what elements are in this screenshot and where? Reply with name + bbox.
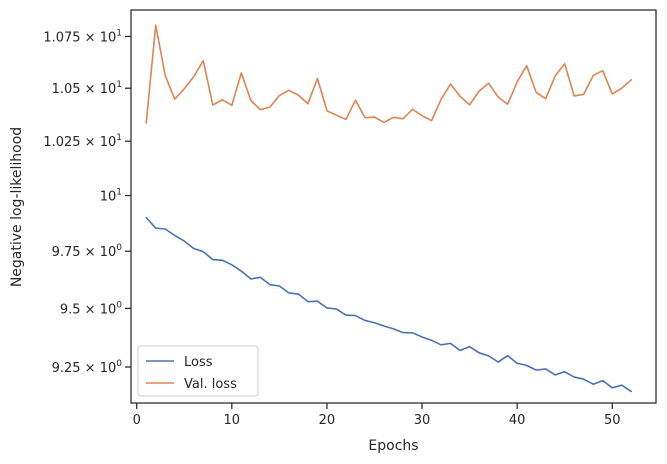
y-tick-exponent: 0 (116, 243, 122, 253)
y-tick-exponent: 0 (116, 300, 122, 310)
y-tick-base: 10 (100, 82, 117, 97)
x-tick-label: 10 (224, 413, 241, 428)
plot-frame (130, 9, 657, 404)
x-axis-label: Epochs (368, 438, 418, 454)
y-tick-label: 1.025 × 101 (43, 133, 122, 150)
y-tick-base: 10 (100, 30, 117, 45)
y-tick-label: 101 (100, 188, 122, 205)
y-tick-base: 10 (100, 302, 117, 317)
x-tick-label: 0 (133, 413, 141, 428)
series-line-val-loss (145, 24, 633, 124)
series-layer (145, 24, 633, 393)
legend-label: Val. loss (184, 377, 237, 392)
y-tick-base: 10 (100, 245, 117, 260)
x-tick-label: 40 (509, 413, 526, 428)
y-tick-times: × (81, 135, 100, 150)
y-tick-mantissa: 9.5 (60, 302, 81, 317)
y-tick-base: 10 (100, 190, 117, 205)
x-tick-label: 20 (319, 413, 336, 428)
y-tick-label: 1.05 × 101 (52, 80, 122, 97)
y-tick-mantissa: 1.075 (43, 30, 80, 45)
y-tick-label: 9.25 × 100 (52, 359, 123, 376)
series-line-loss (145, 216, 633, 393)
y-tick-exponent: 1 (116, 80, 122, 90)
y-tick-times: × (81, 361, 100, 376)
x-tick-label: 50 (604, 413, 621, 428)
y-tick-mantissa: 1.05 (52, 82, 81, 97)
y-axis-label: Negative log-likelihood (9, 127, 25, 287)
y-tick-exponent: 1 (116, 133, 122, 143)
y-tick-exponent: 1 (116, 188, 122, 198)
y-tick-base: 10 (100, 135, 117, 150)
y-tick-times: × (81, 302, 100, 317)
y-tick-exponent: 1 (116, 28, 122, 38)
y-tick-label: 9.5 × 100 (60, 300, 122, 317)
y-tick-mantissa: 1.025 (43, 135, 80, 150)
legend: Loss Val. loss (137, 345, 259, 397)
y-tick-exponent: 0 (116, 359, 122, 369)
y-tick-times: × (81, 82, 100, 97)
y-tick-times: × (81, 245, 100, 260)
y-tick-times: × (81, 30, 100, 45)
y-tick-label: 9.75 × 100 (52, 243, 123, 260)
x-tick-label: 30 (414, 413, 431, 428)
y-tick-base: 10 (100, 361, 117, 376)
y-tick-label: 1.075 × 101 (43, 28, 122, 45)
legend-label: Loss (184, 355, 213, 370)
y-tick-mantissa: 9.25 (52, 361, 81, 376)
y-tick-mantissa: 9.75 (52, 245, 81, 260)
